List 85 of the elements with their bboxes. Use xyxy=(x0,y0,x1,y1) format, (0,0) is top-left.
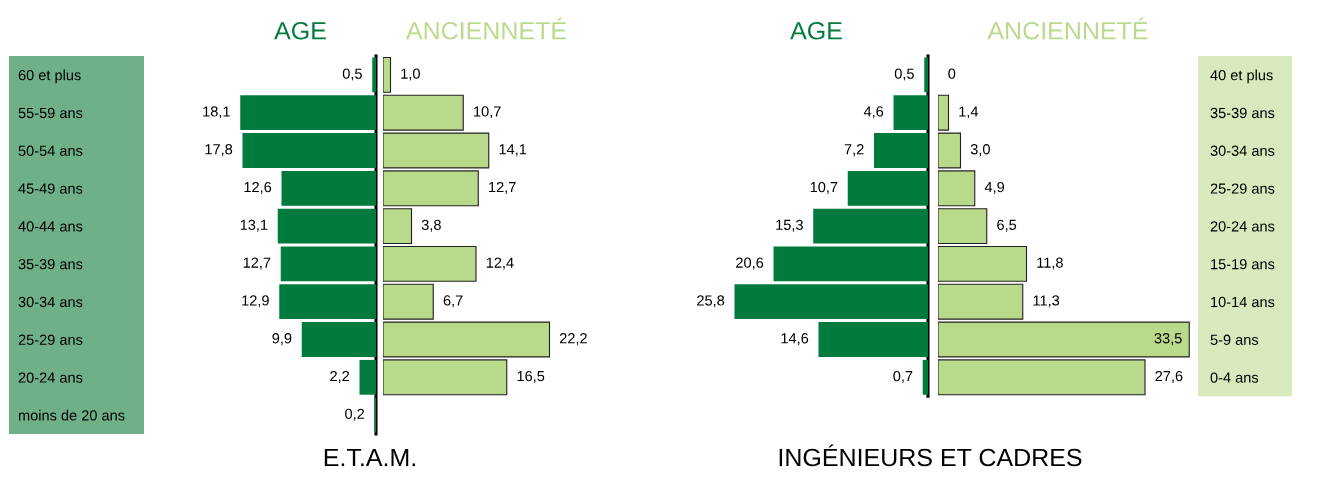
data-label: 16,5 xyxy=(517,370,545,383)
chart-title: ANCIENNETÉ xyxy=(987,17,1148,40)
chart-title: AGE xyxy=(790,21,842,40)
data-label: 4,9 xyxy=(984,181,1005,194)
y-tick-label: 20-24 ans xyxy=(18,372,83,383)
data-label: 10,7 xyxy=(474,106,501,119)
data-label: 14,1 xyxy=(499,144,527,157)
data-label: 0,2 xyxy=(345,408,365,421)
bar xyxy=(938,245,1028,282)
data-label: 12,7 xyxy=(489,181,516,194)
bar xyxy=(924,57,928,93)
x-axis-title: E.T.A.M. xyxy=(324,448,415,467)
data-label: 7,2 xyxy=(844,144,864,157)
data-label: 14,6 xyxy=(781,333,809,346)
bar xyxy=(277,208,376,244)
y-tick-label: 45-49 ans xyxy=(18,183,83,194)
bar xyxy=(383,208,413,245)
data-label: 3,8 xyxy=(421,219,441,232)
bar xyxy=(874,133,928,168)
y-tick-label: 35-39 ans xyxy=(18,259,83,270)
data-label: 25,8 xyxy=(697,295,725,308)
data-label: 10,7 xyxy=(810,181,838,194)
data-label: 11,3 xyxy=(1033,295,1060,308)
bar xyxy=(922,359,928,395)
bar xyxy=(893,95,928,131)
data-label: 9,9 xyxy=(272,333,292,346)
bar xyxy=(734,284,928,320)
bar xyxy=(359,359,376,395)
bar xyxy=(372,57,376,93)
y-tick-label: 30-34 ans xyxy=(18,296,83,308)
bar xyxy=(773,246,928,282)
y-tick-label: 25-29 ans xyxy=(1210,183,1275,194)
data-label: 33,5 xyxy=(1154,333,1182,346)
y-tick-label: 20-24 ans xyxy=(1210,221,1275,232)
chart-title: ANCIENNETÉ xyxy=(405,17,566,40)
data-label: 17,8 xyxy=(205,144,233,157)
y-tick-label: 5-9 ans xyxy=(1210,334,1259,345)
data-label: 20,6 xyxy=(736,257,764,270)
bar xyxy=(813,208,928,244)
y-tick-label: 25-29 ans xyxy=(18,334,83,345)
data-label: 0 xyxy=(948,68,956,79)
bar xyxy=(847,170,928,206)
data-label: 3,0 xyxy=(970,144,990,157)
chart-title: AGE xyxy=(274,21,326,40)
data-label: 0,5 xyxy=(342,68,362,81)
bar xyxy=(818,322,928,357)
y-tick-label: moins de 20 ans xyxy=(18,409,125,421)
data-label: 1,0 xyxy=(401,68,420,81)
bar xyxy=(938,208,988,245)
data-label: 13,1 xyxy=(240,219,268,232)
y-tick-label: 10-14 ans xyxy=(1211,296,1275,308)
y-tick-label: 30-34 ans xyxy=(1210,145,1275,156)
data-label: 2,2 xyxy=(330,370,350,383)
data-label: 18,1 xyxy=(203,106,230,119)
data-label: 4,6 xyxy=(863,106,884,119)
x-axis-title: INGÉNIEURS ET CADRES xyxy=(779,444,1082,467)
data-label: 12,7 xyxy=(243,257,271,270)
bar xyxy=(240,95,376,131)
y-tick-label: 60 et plus xyxy=(18,69,81,84)
y-tick-label: 0-4 ans xyxy=(1210,372,1259,383)
bar xyxy=(383,245,477,282)
data-label: 27,6 xyxy=(1155,370,1183,383)
y-tick-label: 50-54 ans xyxy=(18,145,83,156)
data-label: 1,4 xyxy=(959,106,979,119)
bar xyxy=(281,170,376,206)
bar xyxy=(301,322,376,357)
bar xyxy=(279,284,376,320)
data-label: 6,7 xyxy=(443,295,463,308)
data-label: 11,8 xyxy=(1037,257,1063,270)
data-label: 0,5 xyxy=(894,68,914,81)
data-label: 22,2 xyxy=(559,333,587,346)
y-tick-label: 55-59 ans xyxy=(18,107,83,119)
bar xyxy=(280,246,376,282)
data-label: 6,5 xyxy=(997,219,1017,232)
y-tick-label: 35-39 ans xyxy=(1210,107,1275,119)
data-label: 12,6 xyxy=(244,181,272,194)
y-tick-label: 40-44 ans xyxy=(18,221,83,232)
data-label: 15,3 xyxy=(776,219,803,232)
y-tick-label: 15-19 ans xyxy=(1211,259,1275,270)
data-label: 12,4 xyxy=(486,257,514,270)
data-label: 12,9 xyxy=(242,295,269,308)
data-label: 0,7 xyxy=(893,370,913,383)
bar xyxy=(383,56,392,93)
y-tick-label: 40 et plus xyxy=(1210,69,1273,84)
bar xyxy=(242,133,376,168)
